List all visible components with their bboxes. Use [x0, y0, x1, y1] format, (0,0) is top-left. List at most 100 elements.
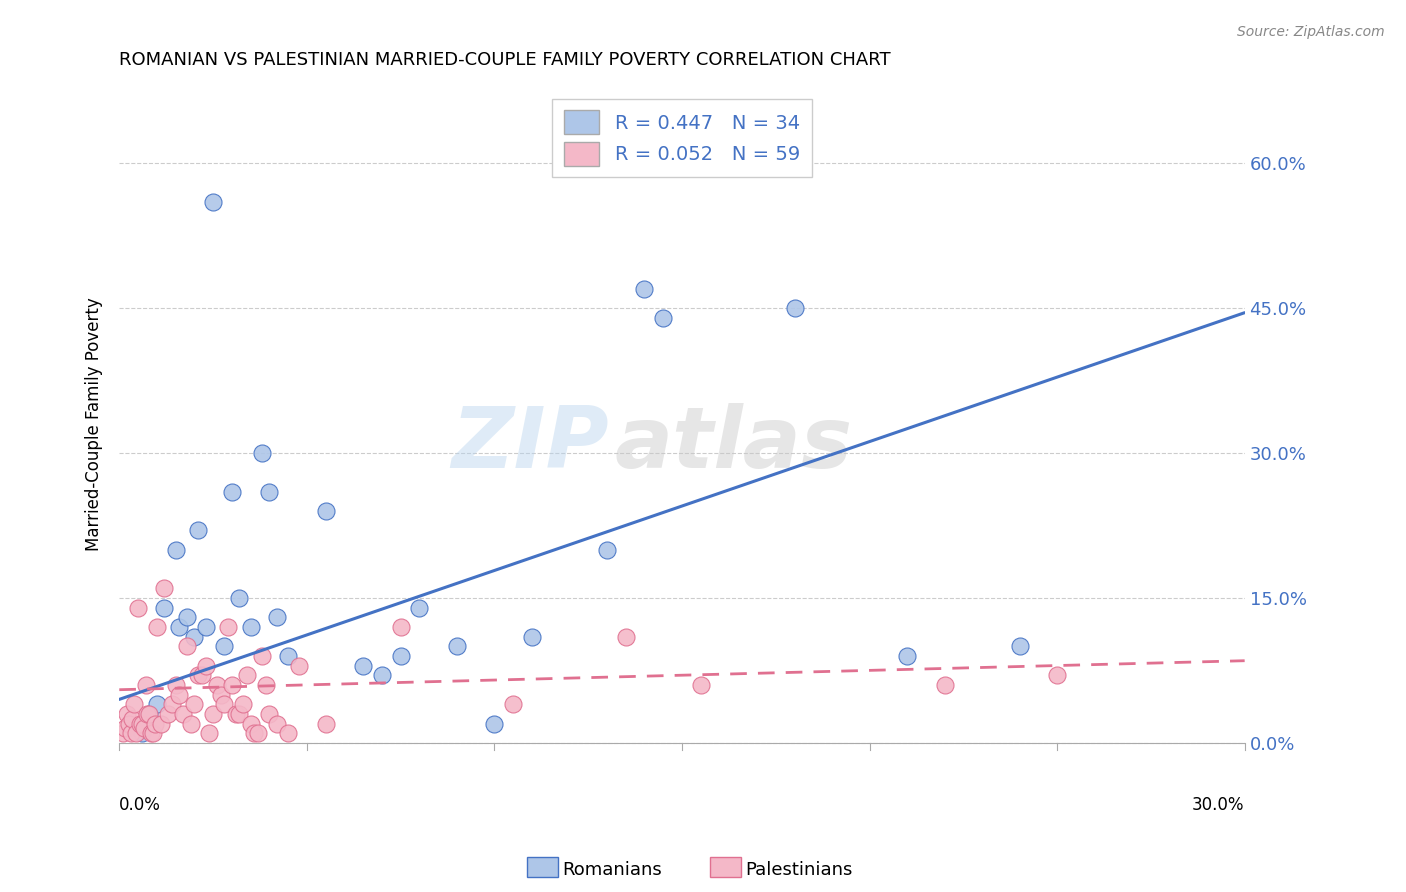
Point	[239, 620, 262, 634]
Point	[114, 722, 136, 736]
Text: 30.0%: 30.0%	[1192, 796, 1244, 814]
Point	[209, 688, 232, 702]
Point	[214, 639, 236, 653]
Point	[194, 658, 217, 673]
Point	[250, 446, 273, 460]
Point	[176, 639, 198, 653]
Point	[187, 668, 209, 682]
Point	[146, 620, 169, 634]
Point	[202, 194, 225, 209]
Point	[121, 712, 143, 726]
Point	[183, 697, 205, 711]
Point	[221, 678, 243, 692]
Text: ROMANIAN VS PALESTINIAN MARRIED-COUPLE FAMILY POVERTY CORRELATION CHART: ROMANIAN VS PALESTINIAN MARRIED-COUPLE F…	[120, 51, 891, 69]
Point	[259, 706, 281, 721]
Text: Source: ZipAtlas.com: Source: ZipAtlas.com	[1237, 25, 1385, 39]
Point	[127, 722, 149, 736]
Point	[169, 620, 191, 634]
Point	[125, 726, 148, 740]
Point	[205, 678, 228, 692]
Point	[160, 697, 183, 711]
Point	[232, 697, 254, 711]
Point	[183, 630, 205, 644]
Point	[165, 542, 187, 557]
Point	[389, 648, 412, 663]
Point	[250, 648, 273, 663]
Point	[243, 726, 266, 740]
Point	[239, 716, 262, 731]
Point	[138, 706, 160, 721]
Point	[236, 668, 259, 682]
Point	[217, 620, 239, 634]
Point	[783, 301, 806, 315]
Point	[194, 620, 217, 634]
Point	[198, 726, 221, 740]
Point	[277, 648, 299, 663]
Point	[520, 630, 543, 644]
Point	[143, 716, 166, 731]
Point	[146, 697, 169, 711]
Point	[153, 581, 176, 595]
Point	[389, 620, 412, 634]
Point	[228, 706, 250, 721]
Point	[132, 722, 155, 736]
Point	[484, 716, 506, 731]
Point	[934, 678, 956, 692]
Point	[1008, 639, 1031, 653]
Point	[135, 678, 157, 692]
Point	[614, 630, 637, 644]
Text: Palestinians: Palestinians	[745, 861, 852, 879]
Point	[157, 706, 180, 721]
Point	[129, 716, 152, 731]
Point	[225, 706, 247, 721]
Point	[176, 610, 198, 624]
Point	[172, 706, 194, 721]
Point	[1046, 668, 1069, 682]
Point	[136, 706, 159, 721]
Point	[277, 726, 299, 740]
Point	[896, 648, 918, 663]
Point	[266, 716, 288, 731]
Text: Romanians: Romanians	[562, 861, 662, 879]
Point	[180, 716, 202, 731]
Text: ZIP: ZIP	[451, 402, 609, 485]
Point	[120, 726, 142, 740]
Point	[446, 639, 468, 653]
Point	[689, 678, 711, 692]
Point	[118, 716, 141, 731]
Point	[131, 716, 153, 731]
Point	[502, 697, 524, 711]
Point	[141, 726, 163, 740]
Point	[288, 658, 311, 673]
Point	[352, 658, 374, 673]
Point	[214, 697, 236, 711]
Point	[596, 542, 619, 557]
Point	[254, 678, 277, 692]
Point	[371, 668, 394, 682]
Point	[138, 706, 160, 721]
Point	[247, 726, 270, 740]
Point	[142, 726, 165, 740]
Point	[124, 697, 146, 711]
Point	[315, 716, 337, 731]
Point	[266, 610, 288, 624]
Point	[315, 504, 337, 518]
Point	[408, 600, 430, 615]
Point	[191, 668, 214, 682]
Point	[228, 591, 250, 605]
Point	[115, 706, 138, 721]
Point	[153, 600, 176, 615]
Point	[259, 484, 281, 499]
Point	[131, 726, 153, 740]
Point	[187, 523, 209, 537]
Point	[165, 678, 187, 692]
Point	[149, 716, 172, 731]
Point	[111, 726, 134, 740]
Point	[202, 706, 225, 721]
Point	[633, 281, 655, 295]
Legend: R = 0.447   N = 34, R = 0.052   N = 59: R = 0.447 N = 34, R = 0.052 N = 59	[553, 99, 811, 178]
Point	[652, 310, 675, 325]
Point	[221, 484, 243, 499]
Point	[169, 688, 191, 702]
Text: atlas: atlas	[614, 402, 852, 485]
